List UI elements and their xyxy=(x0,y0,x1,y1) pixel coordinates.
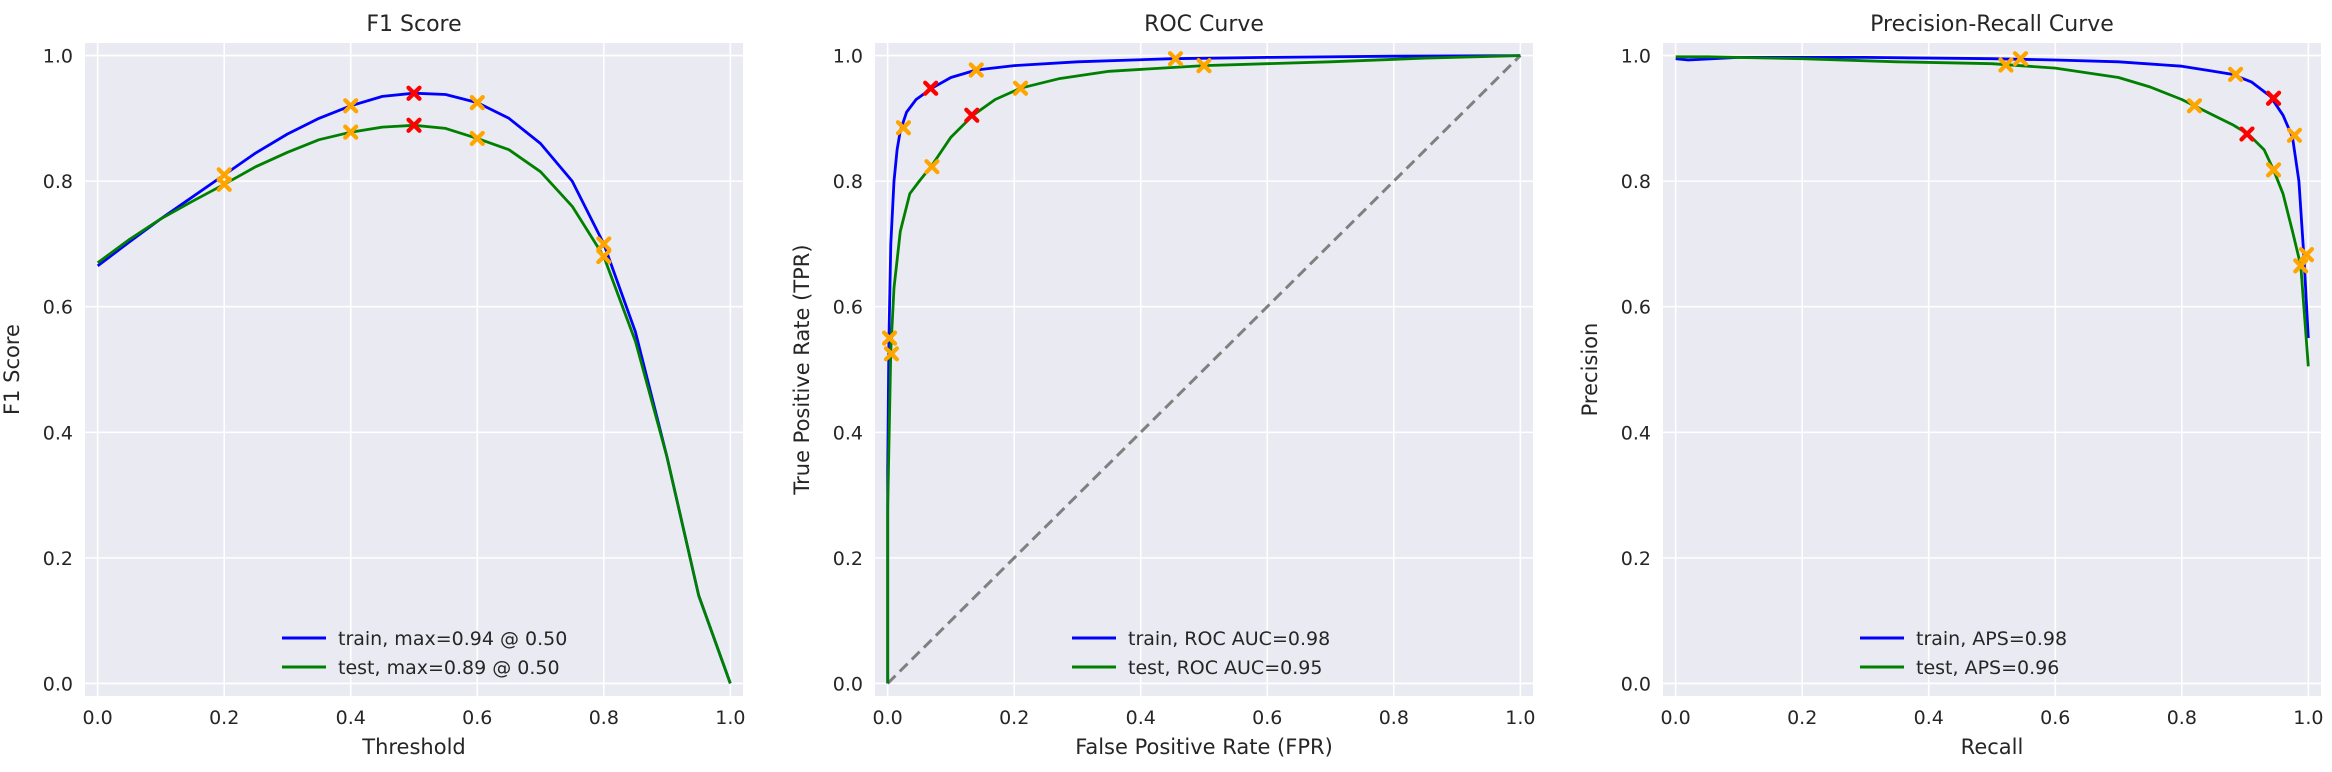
optimal-threshold-marker xyxy=(964,107,980,123)
x-tick-label: 0.4 xyxy=(1914,707,1944,729)
y-tick-label: 0.8 xyxy=(43,171,73,193)
x-tick-label: 0.6 xyxy=(2040,707,2070,729)
x-tick-label: 0.4 xyxy=(336,707,366,729)
threshold-marker xyxy=(968,62,984,78)
x-axis-label: Recall xyxy=(1961,735,2024,759)
x-tick-label: 0.2 xyxy=(999,707,1029,729)
x-tick-label: 0.8 xyxy=(1379,707,1409,729)
x-tick-label: 0.2 xyxy=(1787,707,1817,729)
chance-diagonal-line xyxy=(886,54,1522,685)
threshold-marker xyxy=(1167,51,1184,67)
x-tick-label: 0.0 xyxy=(873,707,903,729)
x-tick-label: 0.6 xyxy=(462,707,492,729)
y-axis-label: True Positive Rate (TPR) xyxy=(790,244,814,495)
y-tick-label: 0.4 xyxy=(833,422,863,444)
legend-label: train, ROC AUC=0.98 xyxy=(1128,628,1330,650)
y-tick-label: 0.6 xyxy=(1621,297,1651,319)
threshold-marker xyxy=(2012,51,2029,67)
optimal-threshold-marker xyxy=(406,85,422,101)
threshold-marker xyxy=(895,120,912,136)
x-tick-label: 1.0 xyxy=(1505,707,1535,729)
optimal-threshold-marker xyxy=(406,117,422,133)
y-tick-label: 0.6 xyxy=(43,297,73,319)
threshold-marker xyxy=(343,98,359,114)
threshold-marker xyxy=(596,236,612,252)
threshold-marker xyxy=(216,176,232,192)
legend-label: test, ROC AUC=0.95 xyxy=(1128,657,1322,679)
x-tick-label: 0.8 xyxy=(2167,707,2197,729)
threshold-marker xyxy=(924,159,940,175)
threshold-marker xyxy=(2298,246,2315,263)
legend-label: train, max=0.94 @ 0.50 xyxy=(338,628,567,650)
chart-panel-1: 0.0 0.2 0.4 0.6 0.8 1.0 0.0 0.2 0.4 0.6 0.8 1.0 F1 S… xyxy=(0,12,745,759)
threshold-marker xyxy=(2293,258,2309,274)
x-tick-label: 0.4 xyxy=(1126,707,1156,729)
chart-title: F1 Score xyxy=(366,12,461,37)
threshold-marker xyxy=(883,346,900,362)
series-line-train xyxy=(1675,56,2310,339)
optimal-threshold-marker xyxy=(923,80,939,96)
threshold-marker xyxy=(1998,57,2014,73)
threshold-marker xyxy=(469,95,485,111)
threshold-marker xyxy=(596,248,612,265)
optimal-threshold-marker xyxy=(2239,126,2255,142)
x-tick-label: 0.0 xyxy=(1661,707,1691,729)
y-tick-label: 0.2 xyxy=(43,548,73,570)
y-tick-label: 0.8 xyxy=(1621,171,1651,193)
threshold-marker xyxy=(1196,58,1212,74)
y-tick-label: 0.8 xyxy=(833,171,863,193)
threshold-marker xyxy=(2227,66,2244,82)
plot-area xyxy=(1663,43,2321,696)
threshold-marker xyxy=(881,330,898,346)
chart-panel-3: 0.0 0.2 0.4 0.6 0.8 1.0 0.0 0.2 0.4 0.6 0.8 1.0 Prec… xyxy=(1578,12,2323,759)
y-tick-label: 1.0 xyxy=(1621,46,1651,68)
legend-label: test, APS=0.96 xyxy=(1916,657,2059,679)
x-axis-label: False Positive Rate (FPR) xyxy=(1075,735,1333,759)
threshold-marker xyxy=(1012,80,1029,96)
x-tick-label: 0.8 xyxy=(589,707,619,729)
x-axis-label: Threshold xyxy=(361,735,466,759)
y-axis-label: Precision xyxy=(1578,323,1602,417)
y-tick-label: 0.0 xyxy=(833,673,863,695)
plot-area xyxy=(85,43,743,696)
threshold-marker xyxy=(343,124,359,140)
y-axis-label: F1 Score xyxy=(0,324,24,415)
chart-panel-2: 0.0 0.2 0.4 0.6 0.8 1.0 0.0 0.2 0.4 0.6 0.8 1.0 ROC … xyxy=(790,12,1535,759)
chart-title: Precision-Recall Curve xyxy=(1870,12,2114,37)
y-tick-label: 0.0 xyxy=(1621,673,1651,695)
series-line-test xyxy=(886,54,1521,684)
threshold-marker xyxy=(2265,162,2282,178)
x-tick-label: 0.2 xyxy=(209,707,239,729)
y-tick-label: 0.0 xyxy=(43,673,73,695)
y-tick-label: 0.2 xyxy=(1621,548,1651,570)
chart-title: ROC Curve xyxy=(1144,12,1264,37)
legend-label: train, APS=0.98 xyxy=(1916,628,2067,650)
x-tick-label: 0.6 xyxy=(1252,707,1282,729)
threshold-marker xyxy=(2286,127,2303,143)
x-tick-label: 0.0 xyxy=(83,707,113,729)
threshold-marker xyxy=(469,130,485,147)
optimal-threshold-marker xyxy=(2265,90,2282,106)
x-tick-label: 1.0 xyxy=(2293,707,2323,729)
y-tick-label: 0.4 xyxy=(1621,422,1651,444)
y-tick-label: 1.0 xyxy=(833,46,863,68)
threshold-marker xyxy=(2186,98,2203,114)
x-tick-label: 1.0 xyxy=(715,707,745,729)
y-tick-label: 1.0 xyxy=(43,46,73,68)
y-tick-label: 0.6 xyxy=(833,297,863,319)
y-tick-label: 0.2 xyxy=(833,548,863,570)
y-tick-label: 0.4 xyxy=(43,422,73,444)
legend-label: test, max=0.89 @ 0.50 xyxy=(338,657,560,679)
